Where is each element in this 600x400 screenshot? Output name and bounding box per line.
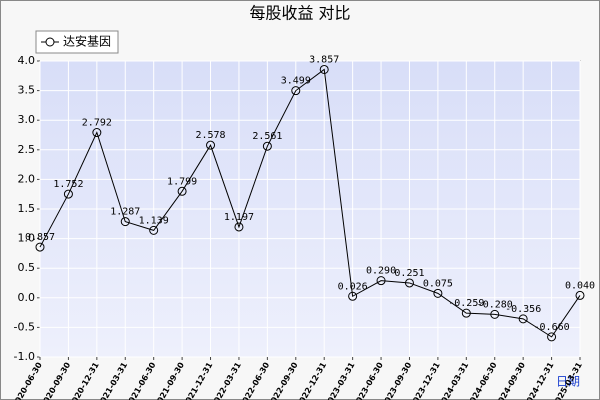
value-label: 1.752	[53, 179, 83, 190]
value-label: -0.660	[534, 322, 570, 333]
y-tick-label: 0.5	[18, 261, 36, 274]
point	[149, 225, 159, 235]
point	[63, 189, 73, 199]
chart-title: 每股收益 对比	[249, 4, 350, 23]
point	[461, 308, 471, 318]
point	[518, 314, 528, 324]
series-line	[39, 68, 581, 338]
value-label: -0.356	[505, 304, 541, 315]
value-label: 3.857	[309, 54, 339, 65]
value-label: 2.561	[252, 131, 282, 142]
value-label: -0.259	[448, 298, 484, 309]
legend-marker	[45, 37, 55, 47]
y-tick-label: 2.0	[18, 172, 36, 185]
value-label: -0.280	[477, 299, 513, 310]
y-tick-label: 0.0	[18, 291, 36, 304]
point	[404, 278, 414, 288]
value-label: 0.075	[423, 278, 453, 289]
value-label: 2.578	[195, 130, 225, 141]
point	[120, 217, 130, 227]
value-label: 0.290	[366, 266, 396, 277]
point	[575, 290, 585, 300]
value-label: 1.197	[224, 212, 254, 223]
legend-box	[35, 30, 119, 54]
point	[177, 186, 187, 196]
point	[376, 276, 386, 286]
point	[92, 128, 102, 138]
y-tick-label: 3.5	[18, 84, 36, 97]
point	[234, 222, 244, 232]
y-tick-label: 4.0	[18, 54, 36, 67]
value-label: 0.040	[565, 280, 595, 291]
value-label: 1.287	[110, 207, 140, 218]
point	[206, 140, 216, 150]
point	[35, 242, 45, 252]
x-axis-label: 日期	[556, 375, 580, 389]
value-label: 0.026	[338, 281, 368, 292]
point	[490, 309, 500, 319]
point	[547, 332, 557, 342]
value-label: 0.857	[25, 232, 55, 243]
value-label: 3.499	[281, 76, 311, 87]
y-tick-label: 3.0	[18, 113, 36, 126]
value-label: 2.792	[82, 118, 112, 129]
point	[433, 288, 443, 298]
legend-label: 达安基因	[63, 34, 111, 49]
point	[348, 291, 358, 301]
y-tick-label: 1.0	[18, 232, 36, 245]
y-tick-label: -1.0	[14, 350, 35, 363]
y-tick-label: 2.5	[18, 143, 36, 156]
point	[291, 86, 301, 96]
value-label: 1.139	[139, 215, 169, 226]
value-label: 1.799	[167, 176, 197, 187]
point	[262, 141, 272, 151]
y-tick-label: -0.5	[14, 320, 35, 333]
y-tick-label: 1.5	[18, 202, 36, 215]
point	[319, 64, 329, 74]
value-label: 0.251	[394, 268, 424, 279]
